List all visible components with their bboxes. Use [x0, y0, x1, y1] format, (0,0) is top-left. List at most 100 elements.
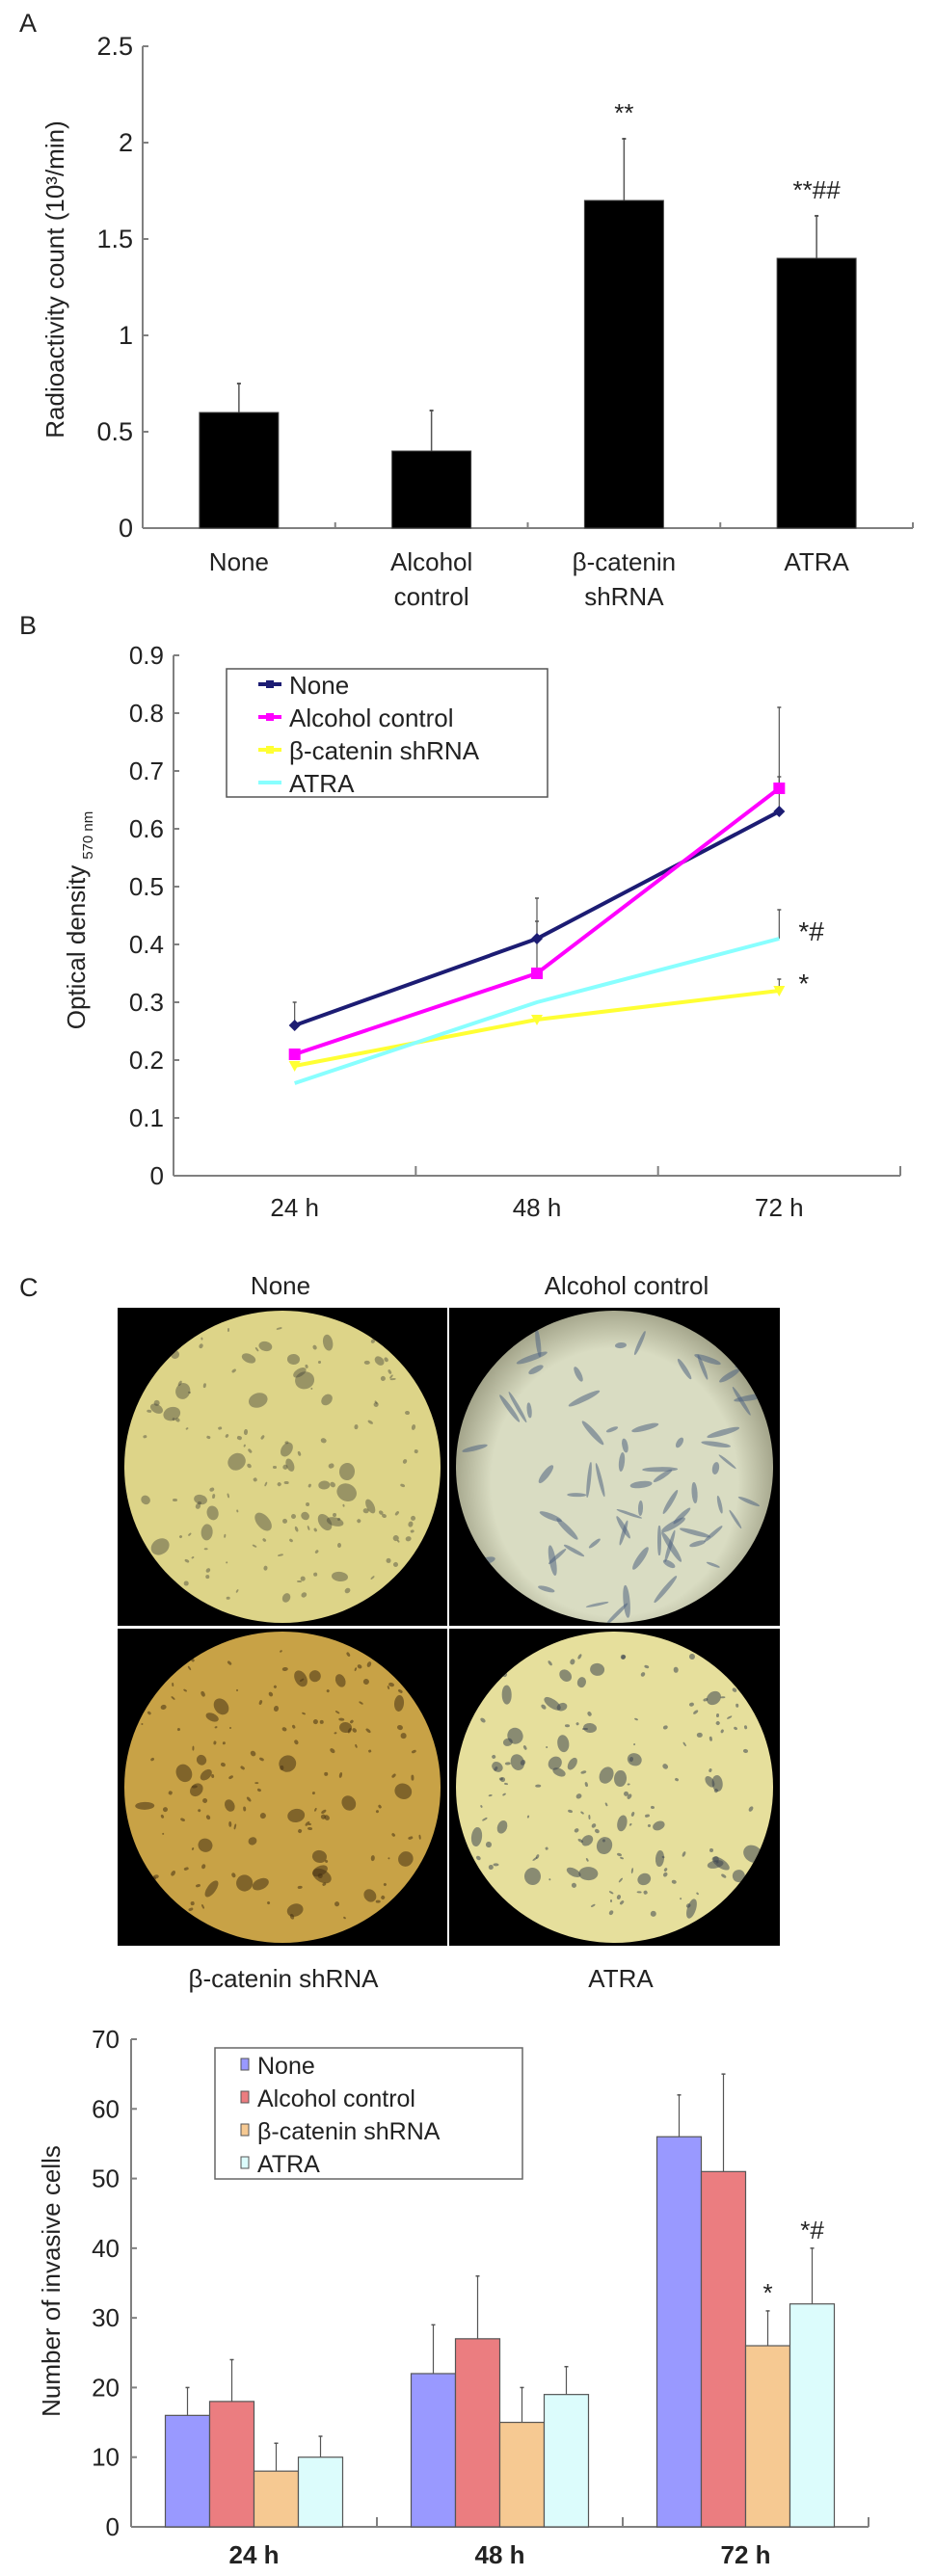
- cell: [407, 1836, 414, 1841]
- data-point: [773, 783, 786, 794]
- y-tick-label: 0: [150, 1161, 164, 1190]
- cell: [147, 1710, 152, 1715]
- cell: [223, 1533, 227, 1539]
- cell: [319, 1436, 328, 1445]
- cell: [396, 1724, 404, 1731]
- cell: [563, 1543, 586, 1557]
- legend-label: ATRA: [289, 769, 355, 798]
- bar-2: [253, 2470, 300, 2528]
- legend-label: Alcohol control: [289, 704, 454, 732]
- cell: [328, 1480, 336, 1489]
- y-tick-label: 0.6: [129, 814, 164, 843]
- cell: [277, 1481, 282, 1487]
- bar-2: [498, 2421, 546, 2528]
- cell: [210, 1773, 215, 1779]
- cell: [228, 1726, 232, 1730]
- cell: [307, 1482, 312, 1488]
- cell: [743, 1724, 748, 1730]
- cell: [534, 1784, 541, 1788]
- significance-marker: *#: [798, 916, 824, 946]
- cell: [253, 1476, 258, 1483]
- cell: [375, 1336, 382, 1341]
- microscope-field: [455, 1632, 774, 1943]
- cell: [369, 1337, 376, 1344]
- cell: [586, 1711, 593, 1717]
- cell: [200, 1690, 206, 1697]
- cell: [160, 1704, 168, 1711]
- cell: [203, 1548, 208, 1551]
- cell: [635, 1871, 654, 1888]
- y-axis-label: Optical density 570 nm: [62, 811, 96, 1030]
- y-tick-label: 0.9: [129, 641, 164, 670]
- cell: [546, 1746, 548, 1749]
- cell: [160, 1814, 165, 1819]
- cell: [138, 1493, 152, 1507]
- cell: [164, 1342, 168, 1345]
- cell: [367, 1419, 374, 1425]
- cell: [285, 1902, 306, 1920]
- cell: [192, 1745, 195, 1751]
- cell: [334, 1710, 340, 1715]
- cell: [545, 1846, 548, 1851]
- cell: [224, 1449, 250, 1474]
- cell: [479, 1716, 487, 1724]
- cell: [662, 1557, 678, 1570]
- cell: [187, 1780, 206, 1800]
- cell: [250, 1874, 271, 1892]
- cell: [363, 1361, 370, 1366]
- cell: [218, 1426, 223, 1430]
- cell: [688, 1539, 707, 1549]
- legend-label: β-catenin shRNA: [257, 2118, 441, 2145]
- cell: [744, 1670, 752, 1678]
- cell: [496, 1918, 504, 1925]
- cell: [688, 1702, 695, 1708]
- cell: [616, 1894, 622, 1899]
- cell: [555, 1701, 569, 1713]
- cell: [387, 1856, 391, 1860]
- cell: [650, 1805, 655, 1809]
- cell: [716, 1713, 720, 1718]
- cell: [682, 1741, 687, 1747]
- cell: [170, 1349, 179, 1359]
- cell: [213, 1740, 218, 1746]
- cell: [281, 1666, 288, 1671]
- cell: [222, 1741, 226, 1745]
- cell: [252, 1544, 257, 1549]
- cell: [720, 1728, 725, 1734]
- cell: [662, 1871, 669, 1878]
- cell: [190, 1901, 195, 1906]
- cell: [294, 1526, 300, 1533]
- cell: [170, 1695, 176, 1701]
- cell: [587, 1814, 591, 1819]
- cell: [629, 1479, 653, 1489]
- cell: [476, 1554, 496, 1567]
- microscope-field: [123, 1311, 441, 1623]
- cell: [388, 1368, 392, 1374]
- cell: [286, 1353, 301, 1366]
- cell: [727, 1508, 743, 1530]
- cell: [711, 1774, 724, 1793]
- cell: [696, 1733, 703, 1739]
- cell: [259, 1434, 265, 1441]
- cell: [380, 1895, 387, 1901]
- cell: [674, 1777, 680, 1782]
- cell: [267, 1691, 274, 1698]
- cell: [195, 1883, 201, 1888]
- cell: [311, 1791, 315, 1794]
- cell: [568, 1809, 575, 1814]
- cell: [352, 1727, 359, 1734]
- cell: [186, 1664, 192, 1671]
- cell: [735, 1703, 739, 1708]
- micrograph-title-none: None: [251, 1271, 310, 1300]
- cell: [281, 1726, 287, 1732]
- bar: [391, 450, 472, 529]
- data-point: [531, 1015, 543, 1025]
- cell: [653, 1574, 679, 1604]
- bar-0: [164, 2414, 211, 2528]
- cell: [700, 1439, 732, 1449]
- cell: [566, 1492, 587, 1498]
- cell: [190, 1555, 195, 1559]
- cell: [369, 1575, 375, 1580]
- cell: [571, 1882, 578, 1889]
